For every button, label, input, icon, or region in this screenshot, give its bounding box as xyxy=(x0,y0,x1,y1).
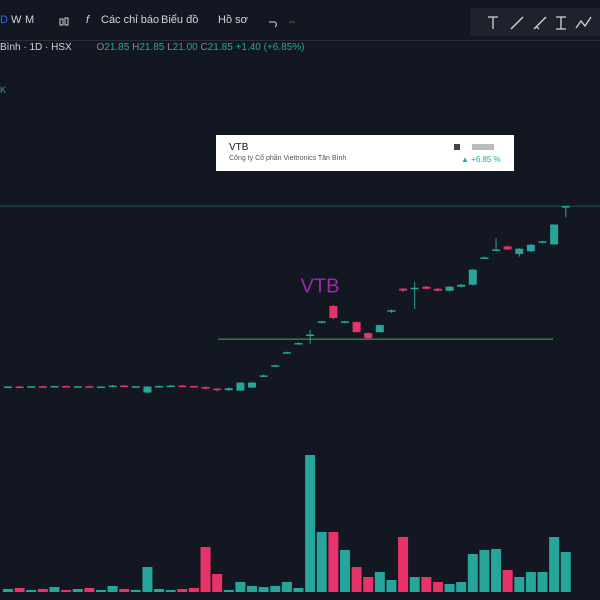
volume-bar xyxy=(421,577,432,592)
volume-bar xyxy=(537,572,548,592)
volume-bar xyxy=(188,588,199,592)
volume-bar xyxy=(339,550,350,592)
volume-bar xyxy=(258,587,269,592)
volume-bar xyxy=(328,532,339,592)
volume-bar xyxy=(130,590,141,592)
volume-bar xyxy=(456,582,467,592)
value: 21.85 xyxy=(139,42,165,53)
volume-bar xyxy=(142,567,153,592)
change: +1.40 (+6.85%) xyxy=(235,42,305,53)
volume-bar xyxy=(107,586,118,592)
indicators[interactable]: Các chỉ báo xyxy=(101,14,160,26)
volume-bar xyxy=(432,582,443,592)
volume-bar xyxy=(293,588,304,592)
interval-w[interactable]: W xyxy=(11,14,22,26)
label: H xyxy=(132,42,140,53)
volume-bar xyxy=(61,590,72,592)
profile[interactable]: Hồ sơ xyxy=(218,14,248,26)
candle-body xyxy=(38,386,47,388)
volume-bar xyxy=(119,589,130,592)
value: 21.85 xyxy=(207,42,233,53)
volume-bar xyxy=(14,588,25,592)
volume-bar xyxy=(212,574,223,592)
drawing-tools xyxy=(470,8,600,36)
volume-bar xyxy=(398,537,409,592)
volume-bar xyxy=(351,567,362,592)
volume-bar xyxy=(374,572,385,592)
interval-d[interactable]: D xyxy=(0,14,8,26)
side-mark: K xyxy=(0,85,7,95)
popup-ticker: VTB xyxy=(229,142,249,153)
value: 21.85 xyxy=(104,42,130,53)
label: C xyxy=(200,42,208,53)
undo-redo[interactable] xyxy=(265,16,305,28)
candle-body xyxy=(85,386,94,388)
volume-bar xyxy=(502,570,513,592)
volume-bar xyxy=(409,577,420,592)
volume-bar xyxy=(549,537,560,592)
volume-bar xyxy=(305,455,316,592)
drawing-icons[interactable] xyxy=(470,8,600,36)
popup-change-value: +6.85 % xyxy=(471,155,501,164)
value: 21.00 xyxy=(172,42,198,53)
toolbar: D W M f Các chỉ báo Biểu đồ Hồ sơ xyxy=(0,0,600,41)
popup-change: ▲ +6.85 % xyxy=(461,155,501,164)
volume-bar xyxy=(200,547,211,592)
volume-bar xyxy=(316,532,327,592)
volume-bar xyxy=(270,586,281,592)
popup-company: Công ty Cổ phần Viettronics Tân Bình xyxy=(229,155,347,162)
volume-bar xyxy=(37,589,48,592)
label: L xyxy=(167,42,173,53)
volume-bar xyxy=(444,584,455,592)
legend: Bình · 1D · HSX O21.85 H21.85 L21.00 C21… xyxy=(0,42,304,95)
volume-bar xyxy=(49,587,60,592)
volume-bar xyxy=(95,590,106,592)
volume-bar xyxy=(72,589,83,592)
volume-bar xyxy=(560,552,571,592)
volume-bar xyxy=(177,589,188,592)
volume-bar xyxy=(514,577,525,592)
volume-bar xyxy=(386,580,397,592)
label: O xyxy=(96,42,105,53)
volume-bar xyxy=(3,589,13,592)
volume-bar xyxy=(223,590,234,592)
candle-icon[interactable] xyxy=(58,16,70,28)
interval-m[interactable]: M xyxy=(25,14,35,26)
volume-bar xyxy=(479,550,490,592)
watermark: VTB xyxy=(301,275,340,297)
symbol-popup: VTB Công ty Cổ phần Viettronics Tân Bình… xyxy=(216,135,514,171)
volume-bar xyxy=(26,590,37,592)
volume-bar xyxy=(363,577,374,592)
sparkline-blur xyxy=(454,144,494,150)
volume-bar xyxy=(281,582,292,592)
volume-bar xyxy=(525,572,536,592)
symbol: Bình · 1D · HSX xyxy=(0,42,72,53)
volume-bar xyxy=(491,549,502,592)
volume-bar xyxy=(165,590,176,592)
fx-icon: f xyxy=(86,14,90,26)
volume-bar xyxy=(154,589,165,592)
volume-bar xyxy=(84,588,95,592)
volume-bar xyxy=(247,586,258,592)
volume-bar xyxy=(467,554,478,592)
volume-bar xyxy=(235,582,246,592)
chart-menu[interactable]: Biểu đồ xyxy=(161,14,199,26)
